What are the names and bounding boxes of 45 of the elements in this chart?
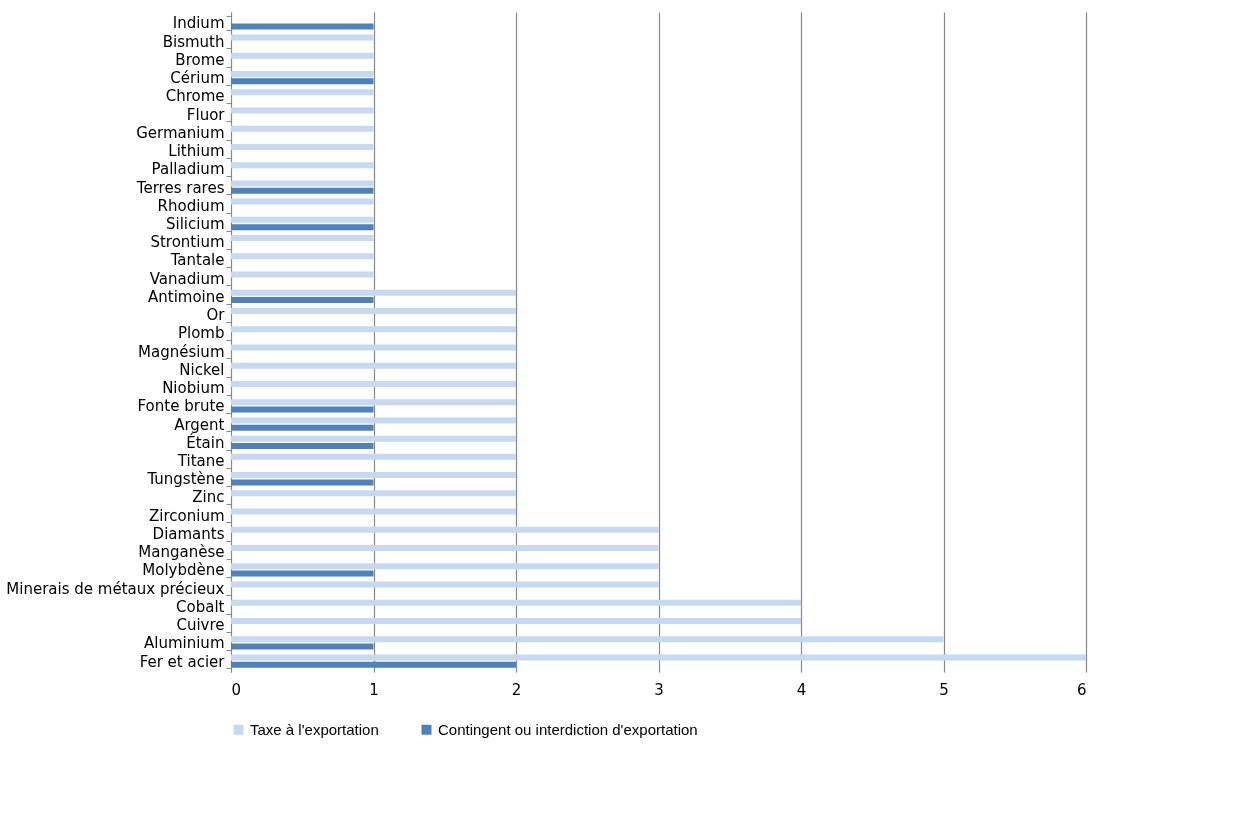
y-tick-label: Titane xyxy=(176,452,225,471)
y-tick-label: Silicium xyxy=(165,214,225,233)
y-tick-label: Rhodium xyxy=(157,196,225,215)
y-tick-label: Vanadium xyxy=(149,269,225,288)
y-tick-label: Brome xyxy=(175,50,225,69)
y-tick-label: Cuivre xyxy=(176,616,225,635)
x-tick-label: 4 xyxy=(796,680,807,699)
legend-label: Contingent ou interdiction d'exportation xyxy=(438,720,698,738)
x-tick-label: 2 xyxy=(511,680,522,699)
y-tick-label: Molybdène xyxy=(142,561,225,580)
y-tick-label: Chrome xyxy=(165,87,225,106)
x-tick-label: 1 xyxy=(369,680,379,699)
y-tick-label: Antimoine xyxy=(147,287,225,306)
y-tick-label: Indium xyxy=(172,14,225,33)
y-tick-label: Strontium xyxy=(150,233,225,252)
y-tick-label: Bismuth xyxy=(162,32,225,51)
y-tick-label: Magnésium xyxy=(138,342,225,361)
y-tick-label: Or xyxy=(206,306,226,325)
y-tick-label: Tantale xyxy=(169,251,225,270)
y-tick-label: Manganèse xyxy=(138,543,225,562)
y-tick-label: Zinc xyxy=(192,488,225,507)
y-tick-label: Terres rares xyxy=(135,178,225,197)
y-tick-label: Niobium xyxy=(162,379,225,398)
y-tick-label: Zirconium xyxy=(149,506,225,525)
y-tick-label: Argent xyxy=(174,415,225,434)
y-tick-label: Tungstène xyxy=(146,470,225,489)
x-tick-label: 6 xyxy=(1076,680,1087,699)
y-tick-label: Germanium xyxy=(136,123,225,142)
y-tick-label: Nickel xyxy=(179,360,225,379)
y-tick-label: Fluor xyxy=(186,105,226,124)
y-tick-label: Cérium xyxy=(170,69,225,88)
y-tick-label: Fonte brute xyxy=(137,397,225,416)
y-tick-label: Fer et acier xyxy=(139,652,226,671)
y-tick-label: Cobalt xyxy=(176,597,225,616)
y-tick-label: Diamants xyxy=(152,524,225,543)
y-tick-label: Lithium xyxy=(168,142,225,161)
x-tick-label: 0 xyxy=(231,680,242,699)
y-tick-label: Minerais de métaux précieux xyxy=(6,579,225,598)
y-tick-label: Plomb xyxy=(177,324,225,343)
legend-label: Taxe à l'exportation xyxy=(250,720,379,738)
y-tick-label: Aluminium xyxy=(143,634,225,653)
x-tick-label: 3 xyxy=(654,680,664,699)
y-tick-label: Palladium xyxy=(151,160,225,179)
y-tick-label: Étain xyxy=(186,432,225,452)
x-tick-label: 5 xyxy=(939,680,949,699)
